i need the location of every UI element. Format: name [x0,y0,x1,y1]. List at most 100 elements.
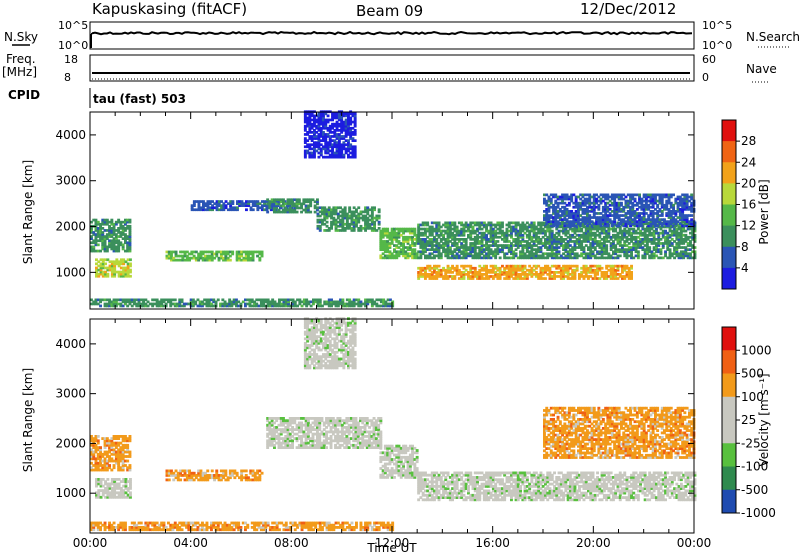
data-cell [383,250,387,254]
data-cell [651,210,655,213]
data-cell [552,212,555,215]
data-cell [448,225,452,229]
data-cell [324,122,328,126]
data-cell [451,254,454,258]
data-cell [607,264,611,268]
data-cell [122,258,126,262]
data-cell [453,229,457,233]
data-cell [555,227,559,231]
data-cell [345,212,349,216]
data-cell [274,200,278,203]
data-cell [128,300,132,304]
data-cell [544,266,547,270]
data-cell [550,242,554,245]
data-cell [649,193,653,197]
data-cell [437,264,441,268]
data-cell [614,264,618,268]
data-cell [629,210,632,213]
data-cell [308,131,312,134]
data-cell [328,149,332,153]
data-cell [451,252,454,256]
data-cell [244,256,248,260]
data-cell [348,298,352,302]
data-cell [324,139,328,142]
data-cell [368,218,372,222]
data-cell [142,298,145,302]
data-cell [274,208,278,212]
data-cell [397,252,401,256]
data-cell [393,229,396,233]
data-cell [666,238,670,241]
data-cell [347,149,350,153]
data-cell [534,240,538,243]
data-cell [550,271,554,274]
data-cell [110,274,114,278]
data-cell [291,204,294,208]
data-cell [487,246,491,249]
data-cell [627,266,631,270]
data-cell [210,254,214,258]
data-cell [489,264,493,268]
data-cell [656,212,660,215]
data-cell [242,250,246,254]
data-cell [550,252,554,256]
data-cell [303,114,307,118]
data-cell [417,271,421,274]
data-cell [355,210,358,214]
data-cell [471,266,475,270]
data-cell [689,242,692,245]
data-cell [90,229,93,232]
data-cell [108,268,112,272]
data-cell [521,268,525,272]
data-cell [340,137,344,140]
data-cell [519,223,522,227]
data-cell [117,243,121,247]
data-cell [570,195,574,199]
data-cell [660,214,664,217]
data-cell [174,258,178,262]
data-cell [444,225,448,229]
data-cell [366,216,370,220]
data-cell [330,227,333,230]
data-cell [399,233,403,237]
data-cell [190,252,194,256]
data-cell [110,260,114,264]
data-cell [104,270,107,274]
data-cell [562,252,565,256]
data-cell [586,193,589,197]
data-cell [455,233,459,237]
data-cell [478,264,482,268]
data-cell [315,149,319,153]
data-cell [287,304,290,308]
data-cell [685,208,689,211]
data-cell [402,242,405,245]
data-cell [541,254,545,258]
data-cell [437,250,441,254]
data-cell [379,246,383,249]
data-cell [157,302,161,306]
data-cell [308,153,312,157]
data-cell [473,250,477,254]
data-cell [188,252,191,256]
data-cell [310,131,314,134]
data-cell [491,235,495,239]
data-cell [557,271,561,274]
data-cell [668,233,672,237]
data-cell [268,300,272,304]
data-cell [528,268,532,272]
data-cell [224,200,228,203]
data-cell [519,256,522,260]
data-cell [249,208,253,212]
data-cell [690,210,694,213]
data-cell [587,233,590,237]
data-cell [101,220,105,224]
data-cell [507,277,511,280]
data-cell [117,247,121,251]
data-cell [306,149,310,153]
data-cell [341,218,345,222]
data-cell [322,155,325,159]
data-cell [389,298,392,302]
data-cell [352,218,356,222]
data-cell [121,300,125,304]
data-cell [291,300,295,304]
